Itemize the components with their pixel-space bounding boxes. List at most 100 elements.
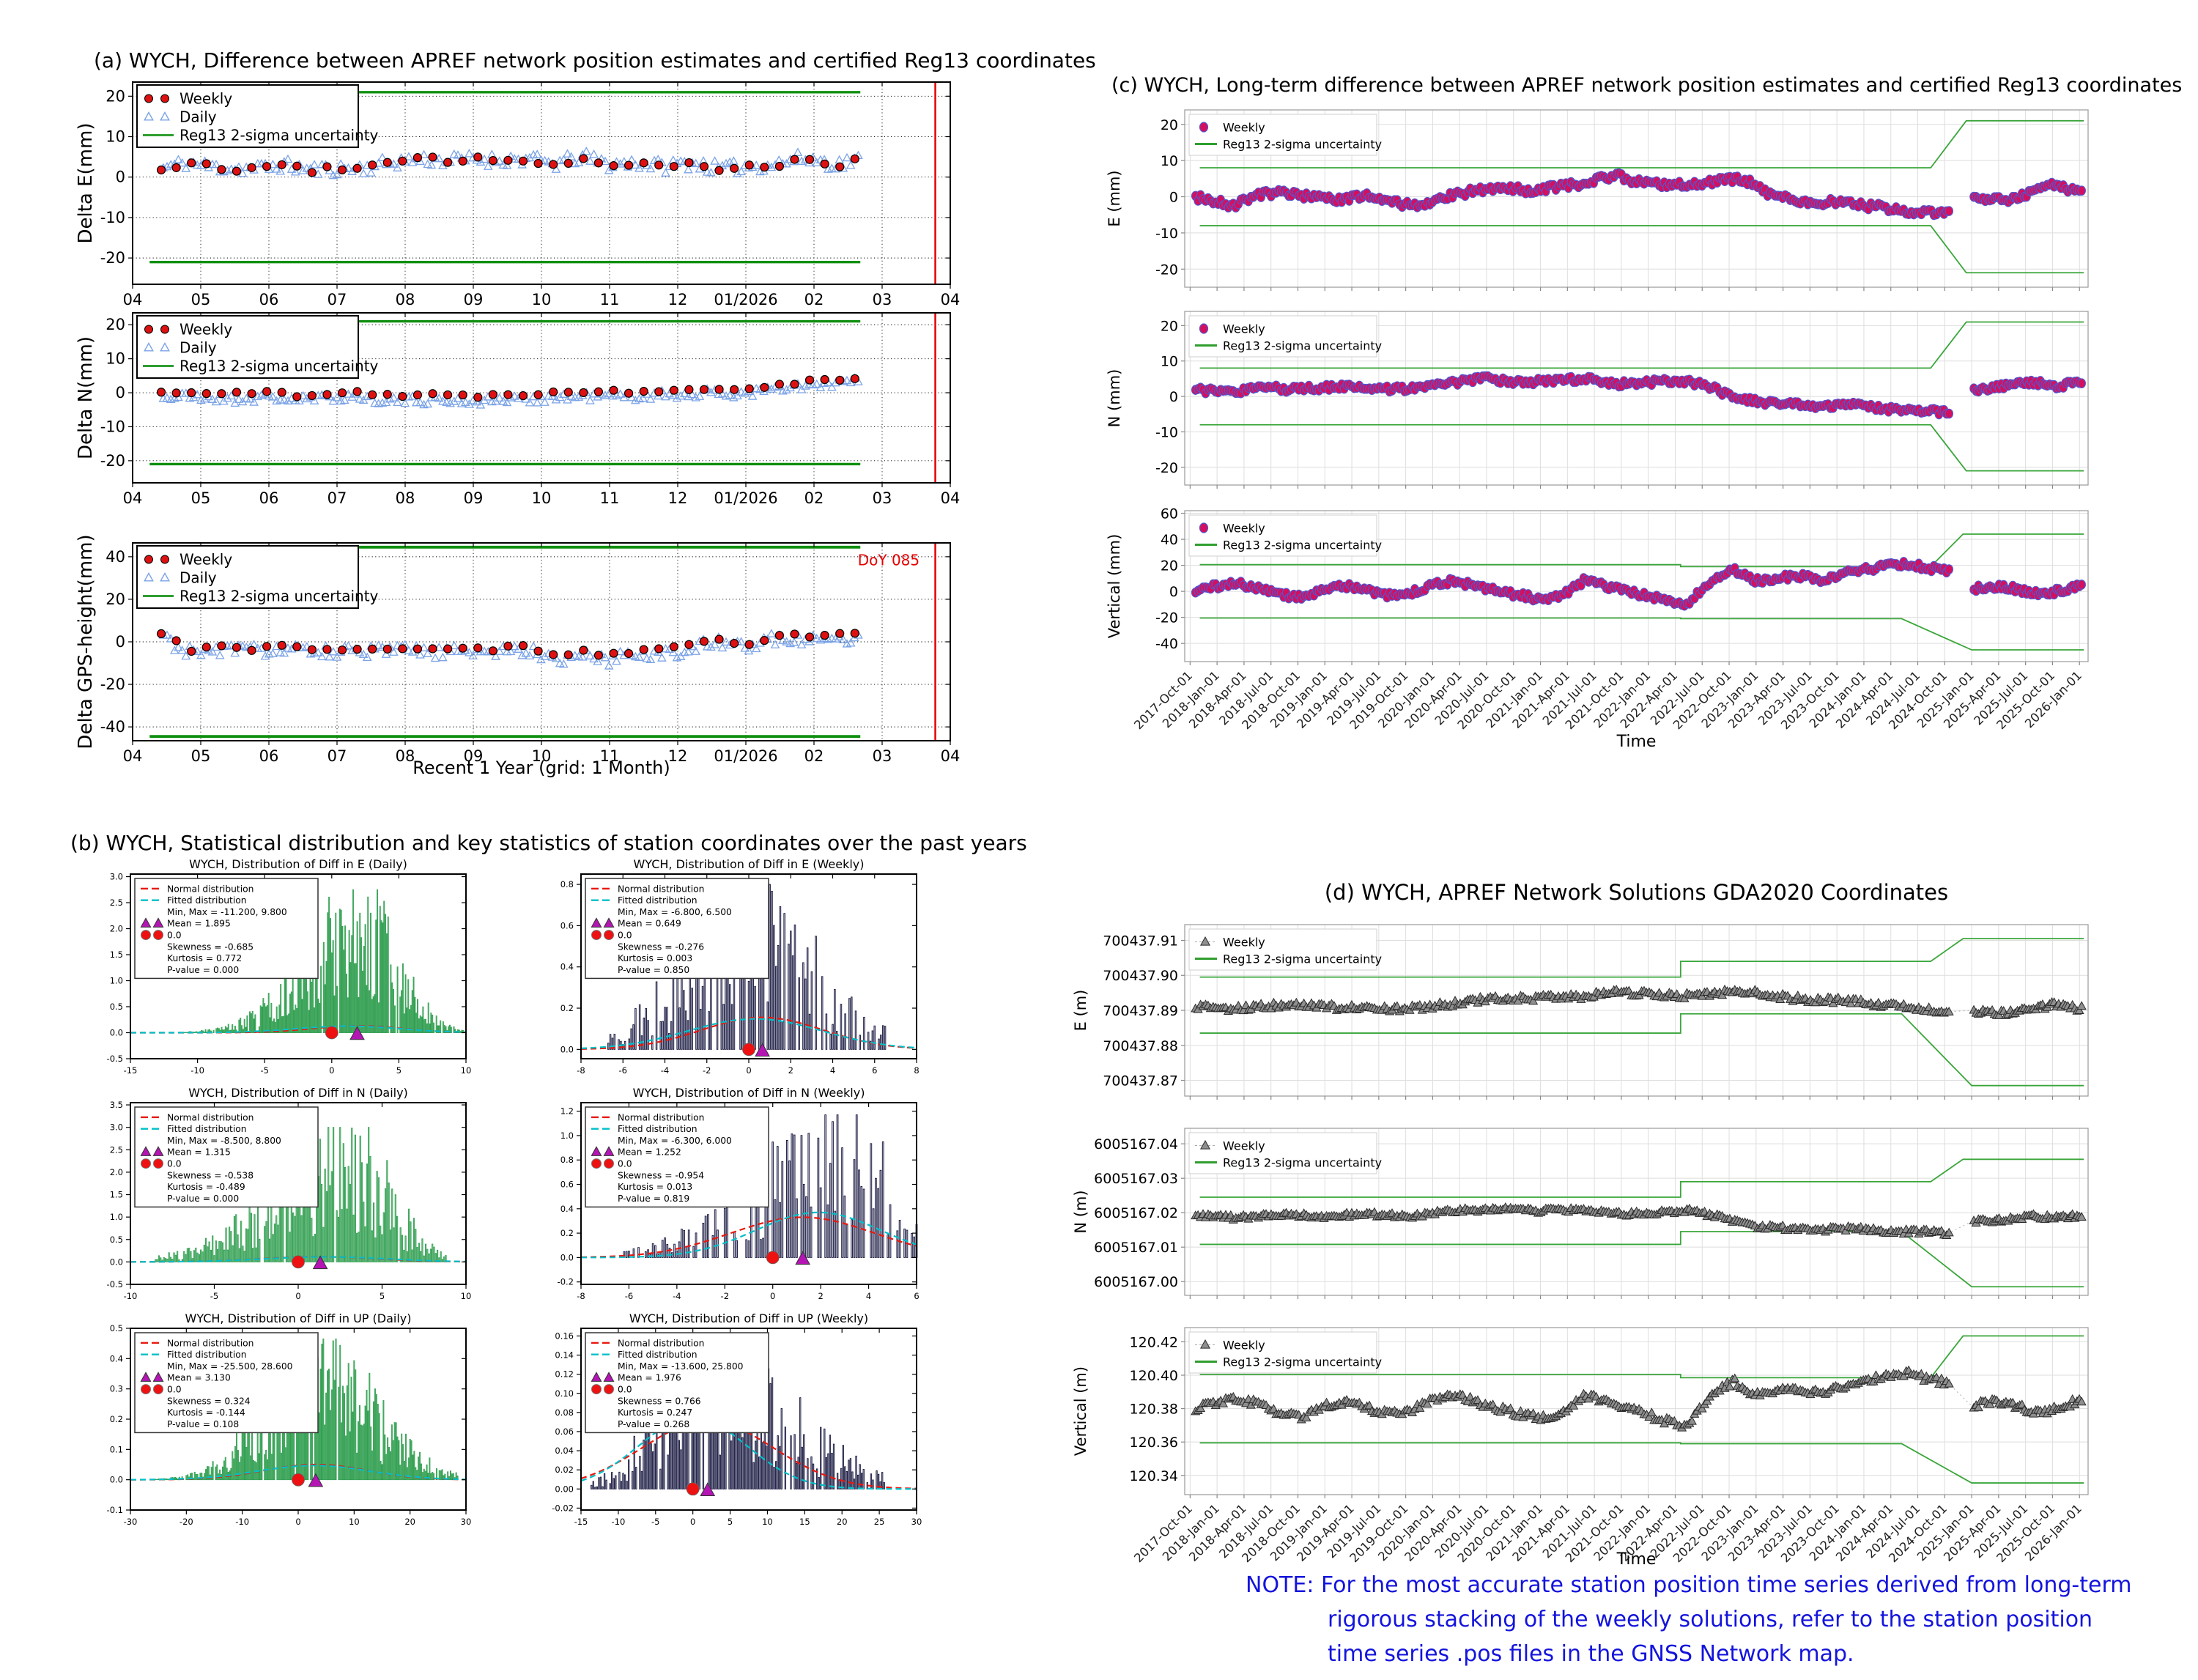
- histogram-bar: [821, 976, 824, 1050]
- histogram-bar: [840, 1004, 843, 1050]
- histogram-bar: [829, 1435, 832, 1490]
- histogram-bar: [879, 1169, 882, 1258]
- histogram-bar: [807, 1458, 809, 1490]
- x-tick-label: -10: [190, 1065, 204, 1076]
- y-tick-label: 2.0: [110, 1167, 123, 1177]
- data-point: [585, 156, 595, 165]
- histogram-bar: [438, 1025, 440, 1033]
- data-point: [201, 643, 211, 652]
- histogram-bar: [678, 1007, 681, 1050]
- x-tick-label: 02: [804, 291, 824, 308]
- data-point: [458, 643, 467, 653]
- y-tick-label: 20: [1161, 318, 1178, 334]
- histogram-bar: [741, 1437, 744, 1490]
- histogram-bar: [852, 1039, 855, 1050]
- y-tick-label: 0.0: [110, 1028, 123, 1038]
- histogram-bar: [867, 1032, 870, 1050]
- data-point: [717, 643, 728, 652]
- data-point: [479, 154, 489, 163]
- y-tick-label: 6005167.02: [1094, 1205, 1178, 1221]
- daily-marker-icon: [144, 111, 154, 121]
- data-point: [619, 157, 629, 166]
- data-point: [751, 160, 761, 169]
- histogram-bar: [394, 1194, 396, 1262]
- data-point: [615, 159, 625, 168]
- y-tick-label: -40: [100, 718, 125, 736]
- data-point: [744, 384, 754, 393]
- histogram-bar: [435, 1468, 437, 1481]
- data-point: [714, 166, 724, 175]
- histogram-bar: [226, 1468, 228, 1481]
- data-point: [156, 388, 166, 397]
- histogram-bar: [393, 1227, 395, 1262]
- data-point: [684, 164, 693, 174]
- mean-marker-icon: [152, 917, 164, 928]
- histogram-bar: [594, 1487, 596, 1490]
- y-tick-label: 1.5: [110, 1190, 123, 1200]
- mean-marker: [755, 1043, 770, 1057]
- x-tick-label: 0: [746, 1065, 751, 1076]
- histogram-bar: [596, 1486, 599, 1490]
- data-point: [728, 393, 739, 402]
- x-tick-label: 04: [941, 489, 961, 507]
- y-tick-label: 2.0: [110, 924, 123, 934]
- x-tick-label: 15: [799, 1517, 810, 1527]
- histogram-bar: [238, 1248, 240, 1262]
- histogram-bar: [399, 1227, 402, 1262]
- histogram-bar: [873, 1025, 876, 1050]
- histogram-bar: [322, 1339, 325, 1481]
- histogram-bar: [371, 1230, 373, 1262]
- histogram-bar: [385, 914, 387, 1033]
- data-point: [230, 648, 240, 657]
- histogram-bar: [193, 1250, 196, 1262]
- legend-label: Mean = 0.649: [618, 919, 681, 929]
- daily-marker-icon: [144, 572, 154, 582]
- y-tick-label: 3.0: [110, 872, 123, 882]
- subplot-a: 04 05 06 07 08 09 10 11 12 01/2026 02 03 04 -20 -10 0 10…: [75, 312, 961, 507]
- histogram-bar: [380, 1461, 382, 1481]
- x-tick-label: 5: [396, 1065, 402, 1076]
- histogram-bar: [840, 1468, 843, 1490]
- data-point: [495, 646, 505, 655]
- data-point: [368, 160, 377, 170]
- histogram-bar: [317, 999, 319, 1033]
- data-point: [426, 160, 437, 169]
- histogram-bar: [378, 1413, 380, 1481]
- histogram-bar: [832, 1121, 834, 1258]
- histogram-bar: [911, 1232, 913, 1258]
- histogram-bar: [325, 1191, 328, 1262]
- histogram-bar: [374, 1388, 376, 1481]
- legend-label: Skewness = -0.954: [618, 1170, 704, 1180]
- data-point: [458, 390, 467, 400]
- data-point: [473, 393, 483, 402]
- histogram-bar: [654, 1443, 656, 1490]
- histogram-bar: [369, 1156, 371, 1262]
- data-point: [782, 159, 791, 168]
- histogram-bar: [306, 1205, 308, 1262]
- histogram-bar: [372, 1202, 375, 1262]
- histogram-bar: [372, 996, 374, 1033]
- subplot-b: -10 -5 0 5 10 -0.5 0.0 0.5 1.0 1.5 2.0 2.5 3.0 3.5 WYC…: [107, 1086, 472, 1301]
- weekly-series: [1191, 168, 2086, 221]
- data-point: [268, 648, 278, 658]
- histogram-bar: [215, 1466, 217, 1481]
- y-tick-label: 0: [1169, 584, 1178, 600]
- data-point: [337, 388, 347, 398]
- zero-marker-icon: [604, 930, 614, 941]
- uncertainty-envelope: [1199, 617, 2084, 651]
- data-point: [581, 147, 591, 155]
- histogram-bar: [364, 1226, 366, 1262]
- data-point: [332, 652, 342, 661]
- data-point: [509, 641, 519, 651]
- y-tick-label: 0.10: [555, 1388, 574, 1399]
- y-tick-label: 0.14: [555, 1350, 574, 1361]
- histogram-bar: [404, 1433, 407, 1481]
- histogram-bar: [788, 1160, 791, 1258]
- histogram-bar: [377, 1002, 380, 1033]
- daily-marker-icon: [160, 111, 170, 121]
- data-point: [612, 391, 621, 399]
- x-tick-label: 5: [728, 1517, 733, 1527]
- histogram-bar: [270, 1002, 273, 1033]
- histogram-bar: [254, 1461, 256, 1481]
- histogram-bar: [870, 1143, 873, 1258]
